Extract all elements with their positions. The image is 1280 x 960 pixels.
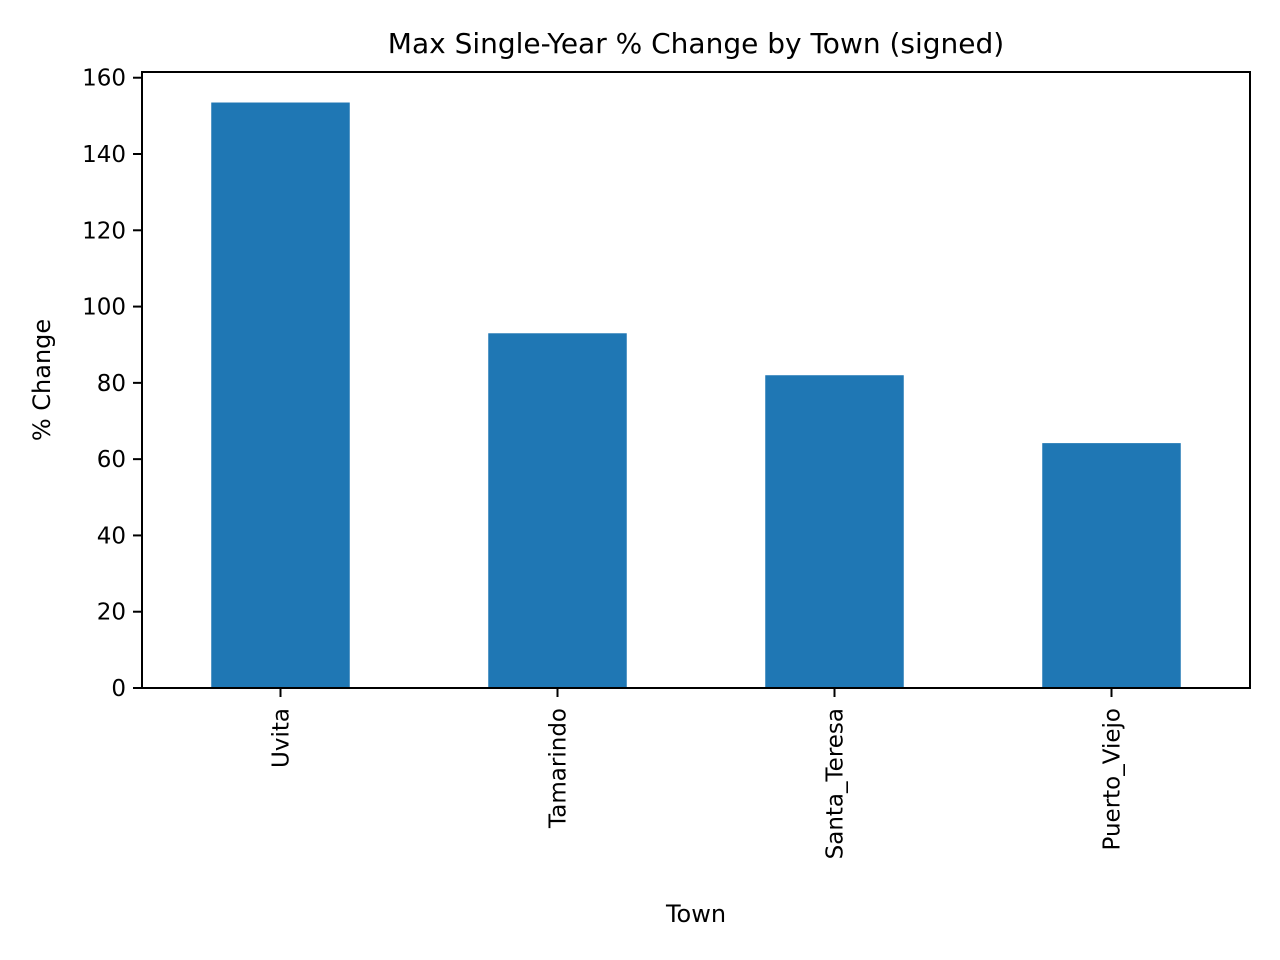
y-tick-label: 60 bbox=[97, 447, 126, 473]
y-tick-label: 160 bbox=[82, 66, 126, 92]
bar-santa-teresa bbox=[765, 375, 904, 688]
bar-puerto-viejo bbox=[1042, 443, 1181, 688]
x-tick-label: Uvita bbox=[269, 708, 295, 768]
y-tick-label: 120 bbox=[82, 218, 126, 244]
y-tick-label: 100 bbox=[82, 295, 126, 321]
plot-area-frame bbox=[141, 71, 1251, 689]
bars-layer bbox=[211, 102, 1181, 689]
y-tick-label: 40 bbox=[97, 523, 126, 549]
bar-tamarindo bbox=[488, 333, 627, 688]
y-tick-label: 140 bbox=[82, 142, 126, 168]
y-tick-label: 80 bbox=[97, 371, 126, 397]
y-axis-ticks: 0 20 40 60 80 100 120 140 160 bbox=[82, 66, 142, 702]
x-tick-label: Santa_Teresa bbox=[823, 708, 849, 859]
y-tick-label: 0 bbox=[111, 676, 126, 702]
bar-uvita bbox=[211, 102, 350, 689]
x-axis-label: Town bbox=[665, 900, 726, 928]
x-tick-label: Tamarindo bbox=[546, 708, 572, 829]
x-axis-ticks: Uvita Tamarindo Santa_Teresa Puerto_Viejo bbox=[269, 688, 1126, 859]
chart-title: Max Single-Year % Change by Town (signed… bbox=[388, 27, 1004, 60]
y-tick-label: 20 bbox=[97, 600, 126, 626]
x-tick-label: Puerto_Viejo bbox=[1100, 708, 1126, 850]
y-axis-label: % Change bbox=[28, 319, 56, 441]
